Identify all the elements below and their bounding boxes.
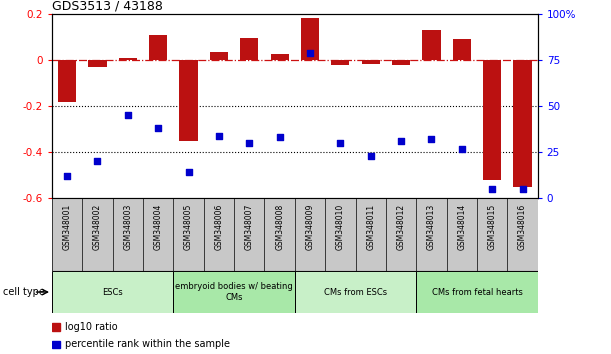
Text: GSM348002: GSM348002	[93, 204, 102, 250]
Text: CMs from fetal hearts: CMs from fetal hearts	[431, 287, 522, 297]
Point	[518, 186, 527, 192]
Point	[335, 140, 345, 146]
Text: GDS3513 / 43188: GDS3513 / 43188	[52, 0, 163, 13]
Bar	[240, 38, 258, 60]
Bar	[58, 60, 76, 102]
Point	[305, 50, 315, 56]
Text: percentile rank within the sample: percentile rank within the sample	[65, 339, 230, 349]
Point	[487, 186, 497, 192]
Text: GSM348003: GSM348003	[123, 204, 133, 250]
Bar	[416, 271, 538, 313]
Text: GSM348005: GSM348005	[184, 204, 193, 250]
Text: cell type: cell type	[3, 287, 45, 297]
Bar	[453, 40, 471, 60]
Bar	[483, 60, 501, 180]
Text: GSM348010: GSM348010	[336, 204, 345, 250]
Bar	[422, 30, 441, 60]
Text: GSM348008: GSM348008	[275, 204, 284, 250]
Bar	[513, 60, 532, 187]
Point	[93, 159, 103, 164]
Bar	[301, 18, 319, 60]
Text: GSM348014: GSM348014	[457, 204, 466, 250]
Text: GSM348009: GSM348009	[306, 204, 315, 250]
Bar	[174, 271, 295, 313]
Text: CMs from ESCs: CMs from ESCs	[324, 287, 387, 297]
Point	[184, 170, 194, 175]
Text: GSM348004: GSM348004	[154, 204, 163, 250]
Point	[457, 146, 467, 152]
Bar	[119, 58, 137, 60]
Text: GSM348015: GSM348015	[488, 204, 497, 250]
Bar	[362, 60, 380, 64]
Point	[396, 138, 406, 144]
Text: ESCs: ESCs	[102, 287, 123, 297]
Point	[275, 135, 285, 140]
Text: GSM348016: GSM348016	[518, 204, 527, 250]
Text: GSM348001: GSM348001	[62, 204, 71, 250]
Bar	[149, 35, 167, 60]
Bar	[331, 60, 349, 65]
Text: log10 ratio: log10 ratio	[65, 322, 117, 332]
Bar	[295, 271, 416, 313]
Bar	[180, 60, 197, 141]
Point	[244, 140, 254, 146]
Point	[426, 137, 436, 142]
Point	[62, 173, 72, 179]
Text: GSM348012: GSM348012	[397, 204, 406, 250]
Text: embryoid bodies w/ beating
CMs: embryoid bodies w/ beating CMs	[175, 282, 293, 302]
Text: GSM348013: GSM348013	[427, 204, 436, 250]
Point	[366, 153, 376, 159]
Bar	[89, 60, 106, 67]
Text: GSM348011: GSM348011	[366, 204, 375, 250]
Point	[123, 113, 133, 118]
Bar	[52, 271, 174, 313]
Point	[214, 133, 224, 138]
Bar	[392, 60, 410, 65]
Point	[153, 125, 163, 131]
Text: GSM348006: GSM348006	[214, 204, 224, 250]
Bar	[52, 341, 60, 348]
Bar	[210, 52, 228, 60]
Bar	[52, 323, 60, 331]
Text: GSM348007: GSM348007	[245, 204, 254, 250]
Bar	[271, 55, 289, 60]
